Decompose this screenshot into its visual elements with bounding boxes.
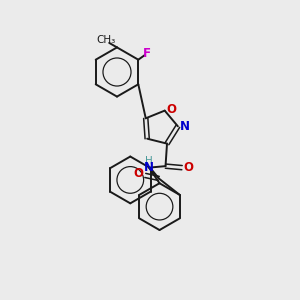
Text: N: N [179, 120, 190, 134]
Text: O: O [166, 103, 176, 116]
Text: H: H [145, 156, 153, 166]
Text: O: O [134, 167, 144, 180]
Text: CH₃: CH₃ [96, 35, 115, 45]
Text: N: N [144, 161, 154, 174]
Text: F: F [143, 46, 151, 60]
Text: O: O [184, 161, 194, 174]
